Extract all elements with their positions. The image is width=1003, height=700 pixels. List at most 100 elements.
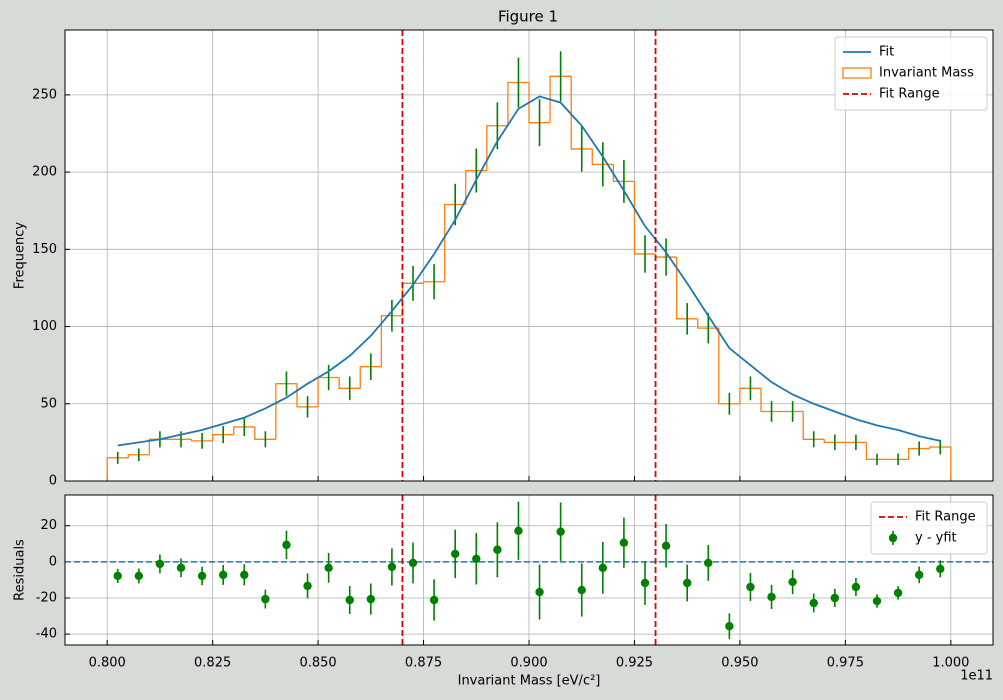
y-tick-label: 0 (49, 474, 57, 489)
legend: Fit Invariant Mass Fit Range (834, 36, 988, 111)
residual-point (704, 558, 713, 568)
legend-box (834, 36, 988, 111)
residual-point (682, 578, 692, 588)
y-axis-label: Residuals (13, 539, 28, 601)
x-axis-label: Invariant Mass [eV/c²] (458, 674, 601, 689)
histogram-step (254, 426, 276, 440)
residual-point (809, 598, 818, 608)
x-tick-label: 0.875 (405, 656, 442, 671)
histogram-step (127, 454, 150, 458)
histogram-step (802, 411, 825, 440)
histogram-step (865, 442, 888, 461)
residual-point (661, 541, 671, 550)
histogram-step (233, 426, 255, 435)
residual-point (556, 527, 565, 536)
histogram-step (486, 125, 508, 171)
residual-point (282, 540, 291, 550)
legend-patch (842, 67, 872, 79)
histogram-step (718, 328, 740, 405)
residual-point (176, 563, 186, 573)
residual-point (261, 594, 270, 604)
histogram-step (338, 377, 361, 389)
residual-point (345, 595, 354, 605)
histogram-step (422, 281, 445, 284)
histogram-step (465, 169, 487, 205)
x-tick-label: 0.800 (89, 656, 126, 671)
histogram-step (507, 81, 529, 126)
histogram-step (760, 388, 783, 413)
residual-point (830, 593, 840, 603)
legend-label: y - yfit (915, 531, 957, 546)
legend-label: Fit (879, 45, 894, 60)
residual-point (493, 545, 502, 554)
y-tick-label: -20 (36, 591, 57, 606)
residual-point (746, 582, 755, 592)
y-tick-label: 100 (32, 319, 57, 334)
fit-line (117, 95, 941, 447)
x-tick-label: 0.825 (194, 656, 231, 671)
histogram-step (907, 447, 930, 460)
legend-marker (888, 533, 898, 543)
histogram-step (190, 439, 213, 442)
histogram-step (675, 257, 698, 320)
histogram-step (359, 366, 382, 389)
residual-point (450, 549, 460, 559)
residual-point (535, 587, 544, 597)
histogram-step (211, 434, 234, 441)
histogram-step (275, 383, 297, 440)
histogram-step (697, 318, 719, 329)
residual-point (387, 562, 397, 572)
residual-point (429, 595, 439, 605)
x-tick-label: 0.900 (510, 656, 547, 671)
legend-label: Fit Range (915, 510, 976, 525)
residual-point (514, 526, 523, 535)
residual-point (197, 571, 207, 581)
axes-frame (64, 29, 994, 482)
histogram-step (443, 203, 466, 282)
legend-label: Invariant Mass (879, 66, 974, 81)
legend: Fit Range y - yfit (870, 501, 988, 555)
histogram-step (528, 82, 551, 124)
residual-point (640, 578, 650, 588)
residual-point (577, 585, 586, 595)
residual-point (113, 571, 122, 581)
x-tick-label: 0.950 (721, 656, 758, 671)
residual-point (324, 563, 333, 573)
residual-point (218, 570, 228, 580)
axes-frame (64, 494, 994, 646)
residual-point (725, 622, 734, 631)
y-tick-label: 20 (40, 518, 57, 533)
x-tick-label: 0.850 (299, 656, 336, 671)
y-tick-label: 200 (32, 165, 57, 180)
residual-point (619, 538, 629, 547)
x-offset-label: 1e11 (960, 669, 993, 684)
y-tick-label: 250 (32, 87, 57, 102)
window-title: Figure 1 (498, 8, 558, 26)
histogram-step (612, 164, 635, 183)
y-tick-label: 50 (40, 396, 57, 411)
histogram-step (570, 76, 593, 150)
residual-point (851, 582, 861, 592)
histogram-step (549, 75, 572, 123)
legend-box (870, 501, 988, 555)
residual-point (914, 570, 924, 580)
residual-point (366, 594, 376, 604)
histogram-step (739, 387, 761, 404)
histogram-step (823, 439, 846, 444)
residual-point (408, 558, 418, 568)
residual-point (893, 588, 903, 598)
histogram-step (106, 457, 129, 481)
histogram-step (380, 315, 403, 367)
residual-point (598, 563, 608, 573)
y-axis-label: Frequency (13, 222, 28, 289)
residual-point (788, 577, 797, 587)
residual-point (155, 559, 165, 569)
residual-point (240, 570, 249, 580)
x-tick-label: 1.000 (932, 656, 969, 671)
residual-point (936, 564, 945, 574)
y-tick-label: 150 (32, 242, 57, 257)
x-tick-label: 0.975 (827, 656, 864, 671)
y-tick-label: -40 (36, 627, 57, 642)
